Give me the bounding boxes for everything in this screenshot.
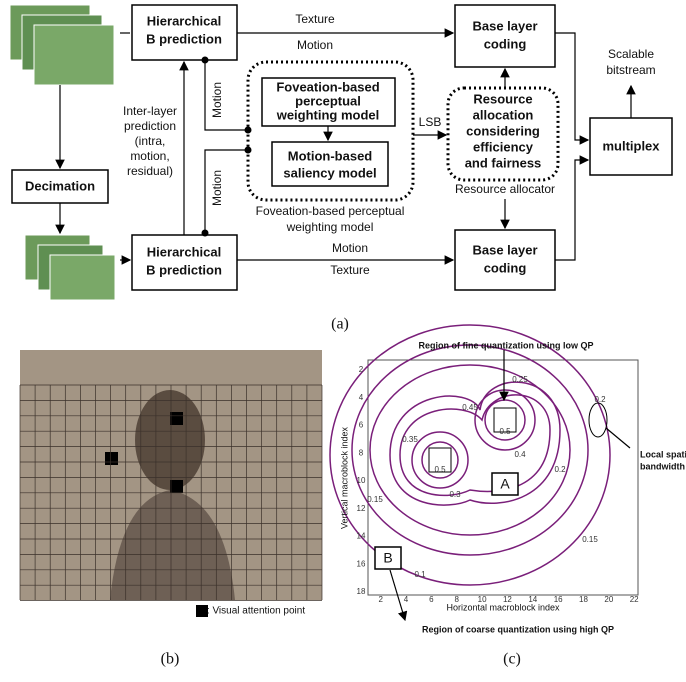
annotation: Region of coarse quantization using high…: [422, 624, 614, 634]
label: Hierarchical: [147, 13, 221, 28]
contour-label: 0.35: [402, 435, 418, 444]
x-tick-label: 2: [378, 595, 383, 604]
image-stack-bottom: [25, 235, 115, 300]
label: perceptual: [295, 93, 361, 108]
label: weighting model: [276, 107, 380, 122]
panel-a: Hierarchical B prediction Hierarchical B…: [10, 5, 672, 333]
label: coding: [484, 260, 527, 275]
image-stack-top: [10, 5, 114, 85]
y-tick-label: 16: [357, 559, 366, 568]
legend: : Visual attention point: [207, 606, 305, 617]
y-tick-label: 8: [359, 448, 364, 457]
y-tick-label: 2: [359, 365, 364, 374]
y-tick-label: 18: [357, 587, 366, 596]
caption: (a): [331, 316, 349, 333]
y-tick-label: 10: [357, 476, 366, 485]
contour-label: 0.5: [499, 427, 511, 436]
label: Foveation-based: [276, 79, 379, 94]
label: Scalable: [608, 47, 654, 61]
panel-b: : Visual attention point (b): [20, 350, 322, 668]
x-tick-label: 8: [455, 595, 460, 604]
label: A: [500, 476, 510, 492]
caption: (c): [503, 651, 521, 668]
contour-label: 0.15: [582, 535, 598, 544]
x-tick-label: 16: [554, 595, 563, 604]
label: considering: [466, 123, 540, 138]
x-tick-label: 4: [404, 595, 409, 604]
contour-label: 0.15: [367, 495, 383, 504]
figure: Hierarchical B prediction Hierarchical B…: [0, 0, 686, 677]
label: (intra,: [135, 134, 166, 148]
y-tick-label: 4: [359, 393, 364, 402]
label: multiplex: [602, 138, 660, 153]
label: B prediction: [146, 262, 222, 277]
label: Inter-layer: [123, 104, 177, 118]
label: allocation: [473, 107, 534, 122]
contour-label: 0.2: [554, 465, 566, 474]
label: efficiency: [473, 139, 534, 154]
label: prediction: [124, 119, 176, 133]
annotation: Region of fine quantization using low QP: [419, 340, 594, 350]
label: Texture: [330, 263, 370, 277]
x-tick-label: 6: [429, 595, 434, 604]
contour-label: 0.45: [462, 403, 478, 412]
label: Decimation: [25, 178, 95, 193]
label: Motion: [210, 170, 224, 206]
label: Hierarchical: [147, 244, 221, 259]
x-tick-label: 20: [604, 595, 613, 604]
label: Foveation-based perceptual: [256, 204, 405, 218]
label: Base layer: [472, 242, 537, 257]
contour-label: 0.5: [434, 465, 446, 474]
label: Base layer: [472, 18, 537, 33]
x-tick-label: 14: [528, 595, 537, 604]
label: Motion: [332, 241, 368, 255]
y-tick-label: 12: [357, 504, 366, 513]
contour-label: 0.25: [512, 375, 528, 384]
label: motion,: [130, 149, 169, 163]
x-tick-label: 10: [478, 595, 487, 604]
axis-label: Vertical macroblock index: [339, 426, 349, 529]
annotation: Local spatial: [640, 449, 686, 459]
contour-label: 0.3: [449, 490, 461, 499]
contour-label: 0.1: [414, 570, 426, 579]
contour-label: 0.2: [594, 395, 606, 404]
y-tick-label: 6: [359, 421, 364, 430]
label: B prediction: [146, 31, 222, 46]
label: and fairness: [465, 155, 542, 170]
caption: (b): [161, 651, 180, 668]
label: LSB: [419, 115, 442, 129]
label: weighting model: [286, 220, 374, 234]
x-tick-label: 18: [579, 595, 588, 604]
label: Motion-based: [288, 148, 373, 163]
x-tick-label: 22: [630, 595, 639, 604]
label: saliency model: [283, 165, 376, 180]
label: Motion: [210, 82, 224, 118]
label: residual): [127, 164, 173, 178]
label: B: [383, 550, 392, 566]
contour-label: 0.4: [514, 450, 526, 459]
y-tick-label: 14: [357, 532, 366, 541]
label: bitstream: [606, 63, 655, 77]
label: Texture: [295, 12, 335, 26]
label: Resource allocator: [455, 182, 555, 196]
label: Motion: [297, 38, 333, 52]
label: Resource: [473, 91, 532, 106]
label: coding: [484, 36, 527, 51]
panel-c: Region of fine quantization using low QP…: [330, 325, 686, 668]
annotation: bandwidth: [640, 461, 685, 471]
x-tick-label: 12: [503, 595, 512, 604]
